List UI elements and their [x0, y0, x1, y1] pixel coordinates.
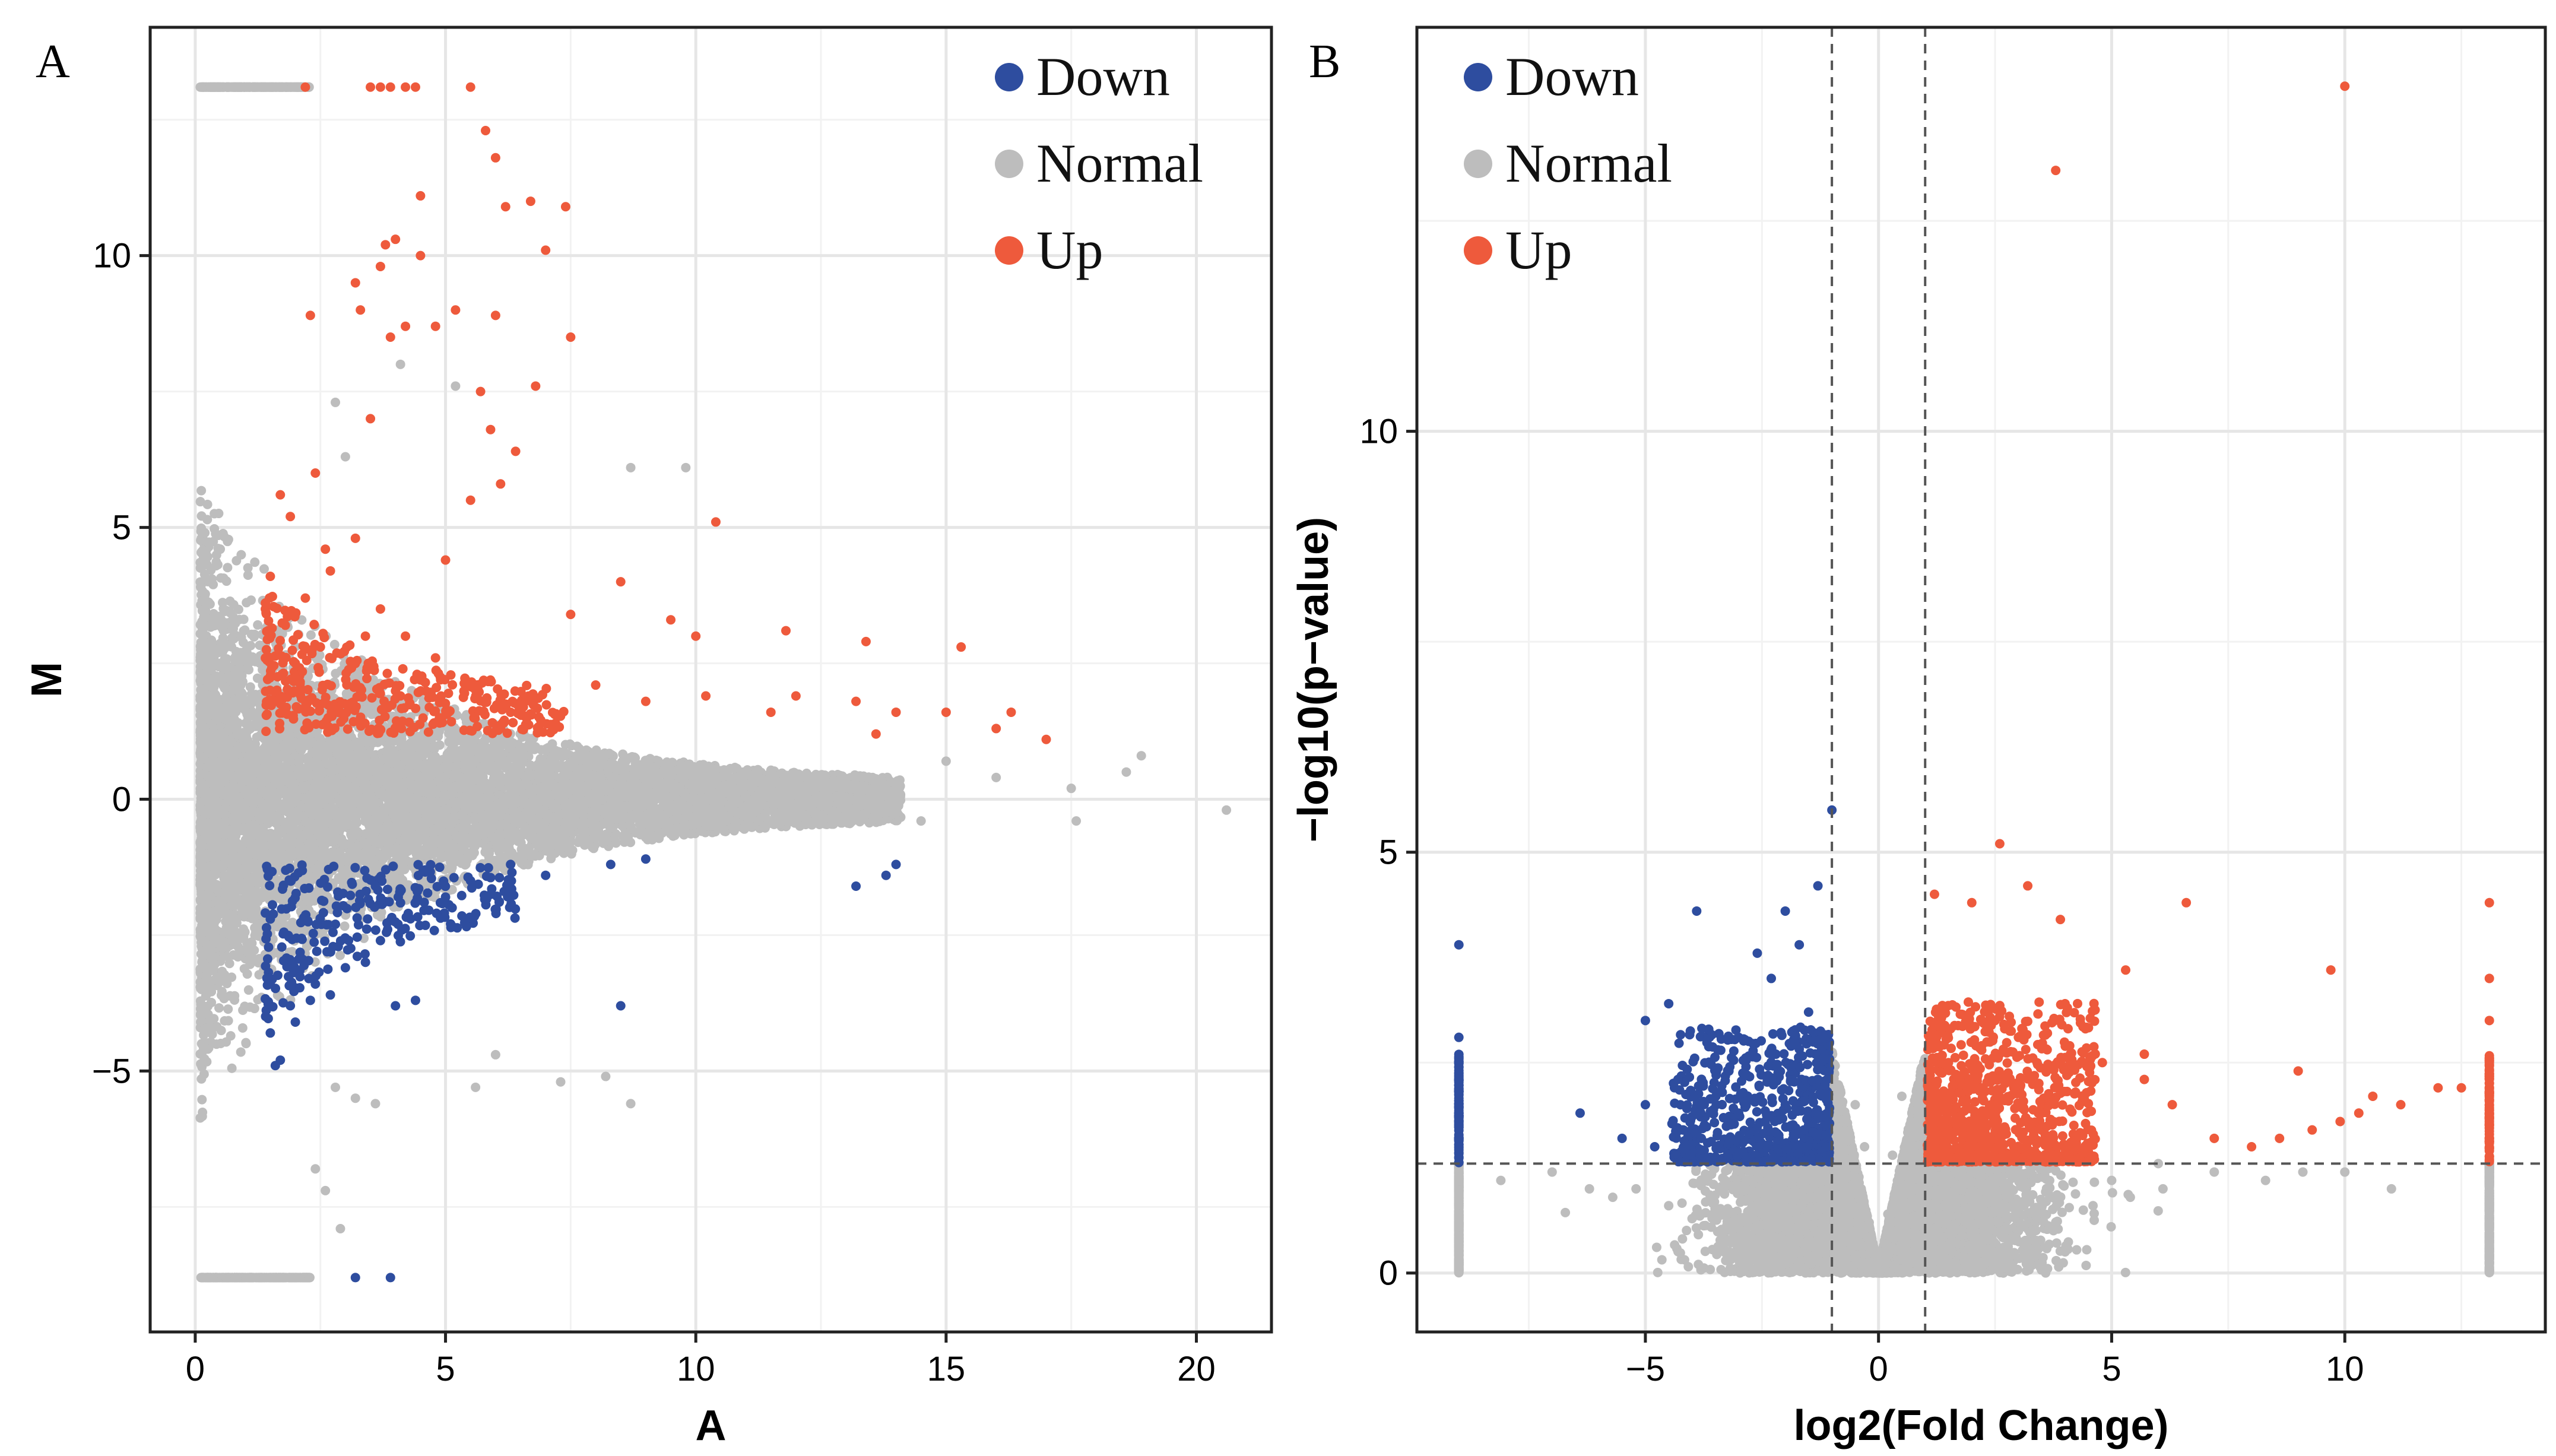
point-normal — [243, 563, 253, 573]
point-normal — [259, 564, 269, 574]
point-normal — [223, 563, 233, 573]
gridlines — [150, 27, 1271, 1332]
point-normal — [243, 570, 253, 580]
point-normal — [237, 1023, 248, 1033]
point-normal — [221, 576, 232, 586]
point-normal — [223, 1004, 233, 1014]
point-normal — [219, 638, 229, 648]
point-normal — [306, 630, 316, 640]
point-normal — [218, 598, 228, 608]
point-normal — [196, 1074, 207, 1084]
plot-area — [150, 27, 1271, 1332]
point-normal — [195, 497, 205, 507]
point-normal — [202, 499, 213, 509]
point-normal — [340, 921, 350, 931]
point-normal — [241, 1038, 251, 1048]
point-normal — [572, 741, 582, 751]
point-normal — [196, 486, 207, 496]
point-normal — [243, 985, 253, 995]
point-normal — [197, 1095, 207, 1105]
